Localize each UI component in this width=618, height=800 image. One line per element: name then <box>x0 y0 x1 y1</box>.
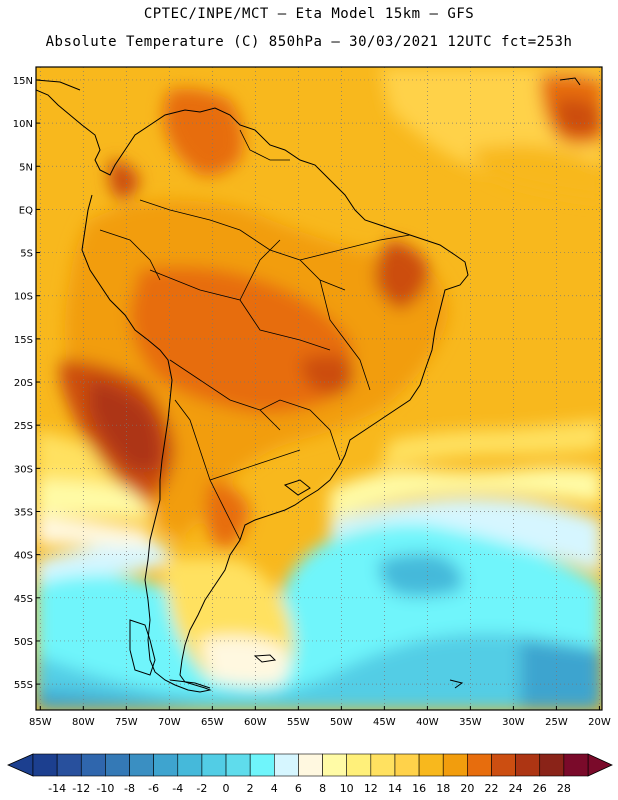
colorbar-label: 0 <box>223 782 230 795</box>
lat-tick-label: 45S <box>14 594 33 605</box>
colorbar-swatch <box>105 753 130 777</box>
colorbar-swatch <box>394 753 420 777</box>
lon-tick-label: 40W <box>416 717 439 728</box>
temperature-field <box>36 67 602 710</box>
colorbar-swatch <box>515 753 541 777</box>
lon-tick-label: 20W <box>588 717 611 728</box>
lon-tick-label: 25W <box>545 717 568 728</box>
lon-tick-label: 75W <box>115 717 138 728</box>
colorbar-label: 4 <box>271 782 278 795</box>
lon-tick-label: 70W <box>158 717 181 728</box>
colorbar-label: -8 <box>124 782 135 795</box>
longitude-axis: 85W 80W 75W 70W 65W 60W 55W 50W 45W 40W 35W 30W 25W 2… <box>29 706 611 728</box>
lon-tick-label: 35W <box>459 717 482 728</box>
colorbar-swatch <box>32 753 58 777</box>
lon-tick-label: 80W <box>72 717 95 728</box>
colorbar-swatch <box>80 753 106 777</box>
colorbar-label: -4 <box>172 782 183 795</box>
colorbar-swatch <box>177 753 203 777</box>
colorbar-swatch <box>56 753 82 777</box>
map-subtitle: Absolute Temperature (C) 850hPa — 30/03/… <box>45 34 573 50</box>
colorbar-swatch <box>442 753 468 777</box>
lat-tick-label: 25S <box>14 421 33 432</box>
colorbar-swatch <box>153 753 179 777</box>
colorbar-swatch <box>129 753 154 777</box>
lat-tick-label: 15S <box>14 335 33 346</box>
map-title: CPTEC/INPE/MCT — Eta Model 15km — GFS <box>143 6 475 22</box>
lon-tick-label: 45W <box>373 717 396 728</box>
lat-tick-label: 50S <box>14 637 33 648</box>
colorbar-label: -10 <box>96 782 114 795</box>
colorbar-swatch <box>491 753 516 777</box>
lat-tick-label: 15N <box>13 76 33 87</box>
colorbar-label: 20 <box>460 782 474 795</box>
colorbar-label: 14 <box>388 782 402 795</box>
lat-tick-label: 55S <box>14 680 33 691</box>
colorbar-label: 24 <box>509 782 523 795</box>
colorbar-swatch <box>563 753 589 777</box>
colorbar-swatch <box>225 753 251 777</box>
colorbar-swatch <box>539 753 565 777</box>
lon-tick-label: 60W <box>244 717 267 728</box>
colorbar-swatch <box>274 753 299 777</box>
colorbar: -14 -12 -10 -8 -6 -4 -2 0 2 4 6 8 10 12 14 16 18 20 22 24 26… <box>7 753 613 795</box>
colorbar-label: -2 <box>196 782 207 795</box>
colorbar-swatch <box>322 753 347 777</box>
lon-tick-label: 30W <box>502 717 525 728</box>
lon-tick-label: 55W <box>287 717 310 728</box>
lat-tick-label: 10S <box>14 292 33 303</box>
colorbar-swatch <box>418 753 444 777</box>
colorbar-swatch <box>370 753 396 777</box>
colorbar-label: 28 <box>557 782 571 795</box>
colorbar-label: 26 <box>533 782 547 795</box>
colorbar-swatch <box>298 753 323 777</box>
lat-tick-label: 10N <box>13 119 33 130</box>
colorbar-label: -12 <box>72 782 90 795</box>
lat-tick-label: 20S <box>14 378 33 389</box>
lat-tick-label: 35S <box>14 507 33 518</box>
colorbar-min-arrow <box>7 753 34 777</box>
map-frame <box>35 66 603 711</box>
colorbar-label: 2 <box>247 782 254 795</box>
lat-tick-label: 40S <box>14 551 33 562</box>
colorbar-label: -14 <box>48 782 66 795</box>
lat-tick-label: EQ <box>19 205 33 216</box>
colorbar-label: 16 <box>412 782 426 795</box>
colorbar-label: 22 <box>484 782 498 795</box>
lat-tick-label: 5S <box>20 249 33 260</box>
lon-tick-label: 50W <box>330 717 353 728</box>
colorbar-swatch <box>249 753 275 777</box>
colorbar-label: 8 <box>319 782 326 795</box>
lat-tick-label: 5N <box>19 162 33 173</box>
colorbar-swatch <box>346 753 372 777</box>
colorbar-label: -6 <box>148 782 159 795</box>
country-borders <box>99 129 411 541</box>
colorbar-swatch <box>201 753 227 777</box>
colorbar-label: 6 <box>295 782 302 795</box>
colorbar-label: 18 <box>436 782 450 795</box>
lat-tick-label: 30S <box>14 464 33 475</box>
lon-tick-label: 85W <box>29 717 52 728</box>
colorbar-swatch <box>467 753 492 777</box>
lon-tick-label: 65W <box>201 717 224 728</box>
coastline <box>36 77 581 693</box>
colorbar-label: 12 <box>364 782 378 795</box>
latitude-axis: 15N 10N 5N EQ 5S 10S 15S 20S 25S 30S 35S 40S 45S 50S 5… <box>13 76 40 691</box>
colorbar-max-arrow <box>587 753 613 777</box>
colorbar-label: 10 <box>340 782 354 795</box>
